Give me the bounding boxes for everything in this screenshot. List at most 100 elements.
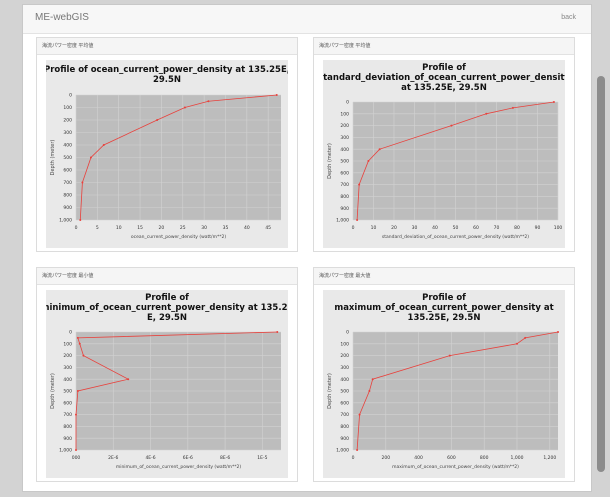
panel-min-profile: 海流パワー密度 最小値 Profile of minimum_of_ocean_c… xyxy=(36,267,298,482)
y-tick-label: 300 xyxy=(340,365,349,371)
series-line xyxy=(356,331,559,451)
x-tick-label: 20 xyxy=(391,225,397,231)
data-point xyxy=(450,124,453,127)
y-tick-label: 200 xyxy=(63,353,72,359)
x-axis-label: ocean_current_power_density (watt/m**2) xyxy=(131,234,226,240)
y-tick-label: 1,000 xyxy=(336,448,349,454)
x-tick-label: 600 xyxy=(447,455,456,461)
data-point xyxy=(276,331,279,333)
data-point xyxy=(368,390,371,392)
series-line xyxy=(75,331,278,450)
data-point xyxy=(75,449,77,451)
x-tick-label: 1,200 xyxy=(543,455,556,461)
chart-title-line: Profile of xyxy=(422,293,466,303)
y-tick-label: 100 xyxy=(340,341,349,347)
y-tick-label: 600 xyxy=(63,400,72,406)
data-point xyxy=(358,183,361,186)
data-point xyxy=(89,156,92,159)
chart-title-line: minimum_of_ocean_current_power_density a… xyxy=(46,303,288,313)
chart-title-line: 29.5N xyxy=(153,75,181,85)
x-tick-label: 0 xyxy=(352,225,355,231)
x-tick-label: 15 xyxy=(137,225,143,231)
y-tick-label: 0 xyxy=(346,330,349,336)
y-tick-label: 0 xyxy=(346,100,349,106)
x-axis-label: minimum_of_ocean_current_power_density (… xyxy=(116,464,242,470)
chart-title-line: Profile of xyxy=(145,293,189,303)
data-point xyxy=(81,181,84,184)
x-tick-label: 80 xyxy=(514,225,520,231)
x-tick-label: 10 xyxy=(116,225,122,231)
y-tick-label: 500 xyxy=(63,389,72,395)
x-tick-label: 30 xyxy=(201,225,207,231)
x-tick-label: 40 xyxy=(432,225,438,231)
chart-title-line: 135.25E, 29.5N xyxy=(408,313,481,323)
data-point xyxy=(524,336,527,339)
x-tick-label: 50 xyxy=(453,225,459,231)
x-tick-label: 0 xyxy=(352,455,355,461)
x-tick-label: 400 xyxy=(414,455,423,461)
x-tick-label: 2E-6 xyxy=(108,455,118,461)
y-axis-label: Depth (meter) xyxy=(327,373,333,409)
y-tick-label: 900 xyxy=(63,436,72,442)
series-line xyxy=(79,94,277,221)
series-line xyxy=(356,101,554,221)
x-tick-label: 60 xyxy=(473,225,479,231)
y-tick-label: 0 xyxy=(69,330,72,336)
chart-title-line: maximum_of_ocean_current_power_density a… xyxy=(334,303,553,313)
main-content: 海流パワー密度 平均値 Profile of ocean_current_pow… xyxy=(23,33,591,491)
data-point xyxy=(378,148,381,151)
y-tick-label: 700 xyxy=(340,182,349,188)
y-tick-label: 300 xyxy=(63,130,72,136)
back-link[interactable]: back xyxy=(561,14,576,21)
chart-title-line: E, 29.5N xyxy=(147,313,187,323)
data-point xyxy=(82,354,85,357)
x-tick-label: 5 xyxy=(96,225,99,231)
data-point xyxy=(75,413,77,416)
data-point xyxy=(552,101,555,103)
y-tick-label: 400 xyxy=(340,377,349,383)
chart-mean-profile: Profile of ocean_current_power_density a… xyxy=(46,60,288,248)
data-point xyxy=(358,413,361,416)
y-tick-label: 900 xyxy=(340,436,349,442)
scrollbar-thumb[interactable] xyxy=(597,76,605,472)
x-tick-label: 100 xyxy=(554,225,563,231)
x-tick-label: 35 xyxy=(223,225,229,231)
y-tick-label: 500 xyxy=(340,389,349,395)
x-tick-label: 1E-5 xyxy=(257,455,267,461)
data-point xyxy=(448,354,451,357)
y-tick-label: 1,000 xyxy=(336,218,349,224)
data-point xyxy=(356,449,359,451)
x-tick-label: 0 xyxy=(75,225,78,231)
data-point xyxy=(275,94,278,96)
navbar: ME-webGIS back xyxy=(23,5,591,34)
chart-title-line: standard_deviation_of_ocean_current_powe… xyxy=(323,73,565,83)
y-tick-label: 200 xyxy=(63,118,72,124)
data-point xyxy=(78,342,81,345)
x-tick-label: 10 xyxy=(371,225,377,231)
data-point xyxy=(79,219,82,221)
y-tick-label: 0 xyxy=(69,93,72,99)
y-tick-label: 500 xyxy=(63,155,72,161)
x-axis-label: maximum_of_ocean_current_power_density (… xyxy=(392,464,519,470)
y-tick-label: 600 xyxy=(340,170,349,176)
data-point xyxy=(76,336,79,339)
x-tick-label: 6E-6 xyxy=(183,455,193,461)
chart-title-line: Profile of xyxy=(422,63,466,73)
panel-body: Profile of ocean_current_power_density a… xyxy=(37,55,297,251)
x-tick-label: 70 xyxy=(494,225,500,231)
y-tick-label: 700 xyxy=(63,412,72,418)
chart-stddev-profile: Profile ofstandard_deviation_of_ocean_cu… xyxy=(323,60,565,248)
chart-min-profile: Profile ofminimum_of_ocean_current_power… xyxy=(46,290,288,478)
y-tick-label: 200 xyxy=(340,123,349,129)
data-point xyxy=(102,144,105,146)
scrollbar[interactable] xyxy=(597,36,605,482)
y-tick-label: 900 xyxy=(340,206,349,212)
brand-title[interactable]: ME-webGIS xyxy=(35,12,89,23)
y-tick-label: 300 xyxy=(63,365,72,371)
y-tick-label: 400 xyxy=(63,143,72,149)
y-tick-label: 100 xyxy=(63,105,72,111)
data-point xyxy=(76,390,79,392)
data-point xyxy=(127,378,130,381)
y-tick-label: 800 xyxy=(63,193,72,199)
panel-header: 海流パワー密度 最小値 xyxy=(37,268,297,285)
